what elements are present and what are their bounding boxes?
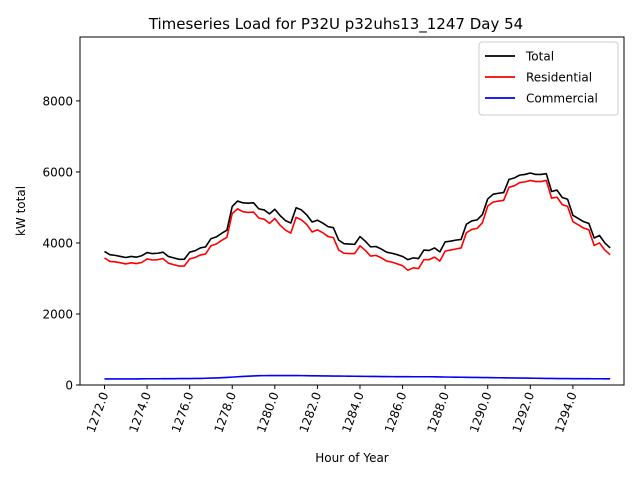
x-tick-label: 1282.0 — [297, 390, 325, 434]
series-lines — [104, 172, 611, 380]
series-line-commercial — [104, 374, 611, 380]
y-axis-ticks: 0 2000 4000 6000 8000 — [42, 94, 80, 393]
x-tick-label: 1288.0 — [424, 390, 452, 434]
series-line-total — [104, 172, 611, 261]
y-axis-label: kW total — [14, 186, 28, 236]
x-axis-label: Hour of Year — [315, 451, 389, 465]
x-tick-label: 1280.0 — [254, 390, 282, 434]
x-tick-label: 1290.0 — [467, 390, 495, 434]
x-tick-label: 1272.0 — [84, 390, 112, 434]
x-tick-label: 1294.0 — [552, 390, 580, 434]
chart-title: Timeseries Load for P32U p32uhs13_1247 D… — [148, 15, 523, 34]
legend-label-commercial: Commercial — [526, 92, 598, 106]
y-tick-label: 0 — [65, 379, 73, 393]
x-tick-label: 1286.0 — [382, 390, 410, 434]
y-tick-label: 6000 — [42, 165, 73, 179]
series-line-residential — [104, 179, 611, 272]
y-tick-label: 4000 — [42, 236, 73, 250]
x-tick-label: 1292.0 — [510, 390, 538, 434]
x-tick-label: 1276.0 — [169, 390, 197, 434]
x-axis-ticks: 1272.0 1274.0 1276.0 1278.0 1280.0 1282.0 1284… — [84, 385, 580, 434]
x-tick-label: 1274.0 — [126, 390, 154, 434]
x-tick-label: 1278.0 — [212, 390, 240, 434]
legend-label-residential: Residential — [526, 71, 592, 85]
x-tick-label: 1284.0 — [339, 390, 367, 434]
legend-label-total: Total — [525, 50, 554, 64]
y-tick-label: 8000 — [42, 94, 73, 108]
y-tick-label: 2000 — [42, 307, 73, 321]
legend-box — [478, 41, 619, 116]
plot-area-frame — [79, 36, 625, 386]
legend: Total Residential Commercial — [478, 41, 619, 116]
